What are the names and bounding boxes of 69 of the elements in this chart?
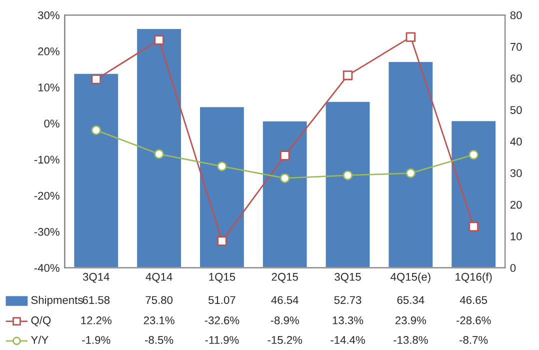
point (468, 150, 478, 160)
point (406, 32, 416, 42)
point (154, 35, 164, 45)
y-tick-label: 0% (44, 120, 60, 128)
y-tick-label: -20% (34, 192, 60, 200)
point (280, 173, 290, 184)
data-label: -13.8% (394, 336, 428, 344)
data-label: 23.9% (395, 316, 426, 324)
y2-tick-label: 30 (510, 169, 522, 178)
bar (198, 106, 246, 268)
data-label: -15.2% (268, 336, 302, 344)
y2-tick-label: 20 (510, 200, 522, 209)
bar (72, 72, 120, 268)
x-tick-label: 3Q15 (334, 272, 361, 283)
y2-tick-label: 60 (510, 74, 522, 82)
y2-tick-label: 50 (510, 106, 522, 114)
legend-label: Shipments (31, 296, 83, 306)
data-label: 46.54 (271, 296, 298, 304)
data-label: -14.4% (330, 336, 365, 344)
data-label: 46.65 (460, 296, 488, 304)
point (342, 170, 353, 180)
data-label: -32.6% (204, 316, 240, 324)
point (468, 222, 478, 232)
data-label: 75.80 (146, 296, 173, 304)
x-tick-label: 4Q14 (146, 272, 172, 283)
data-label: 65.34 (397, 296, 424, 304)
point (280, 150, 290, 160)
y2-tick-label: 10 (510, 232, 522, 240)
x-tick-label: 1Q16(f) (456, 272, 492, 283)
x-tick-label: 3Q14 (82, 272, 110, 283)
bar (262, 120, 308, 268)
data-label: -28.6% (456, 316, 491, 324)
bar (136, 28, 182, 268)
bar (450, 120, 497, 268)
x-tick-label: 4Q15(e) (390, 272, 430, 283)
point (217, 236, 227, 246)
y-tick-label: -10% (34, 156, 60, 164)
x-tick-label: 1Q15 (209, 272, 236, 283)
y2-tick-label: 40 (510, 138, 522, 146)
data-label: -1.9% (82, 336, 110, 344)
point (406, 168, 416, 178)
y-tick-label: 30% (38, 11, 60, 20)
point (217, 161, 227, 172)
y-tick-label: -40% (34, 264, 60, 272)
data-label: 13.3% (332, 316, 364, 324)
data-label: -8.7% (460, 336, 488, 344)
y2-tick-label: 0 (510, 264, 516, 272)
data-label: 61.58 (82, 296, 110, 304)
data-label: 52.73 (334, 296, 362, 304)
legend-label: Q/Q (31, 316, 51, 326)
y-tick-label: -30% (34, 228, 60, 236)
bar (324, 100, 372, 268)
point (91, 74, 101, 84)
point (91, 125, 101, 136)
point (154, 149, 164, 159)
point (342, 70, 353, 80)
y-tick-label: 10% (38, 84, 60, 92)
data-label: 51.07 (208, 296, 236, 304)
y-tick-label: 20% (38, 47, 60, 56)
data-label: -11.9% (205, 336, 239, 344)
x-tick-label: 2Q15 (272, 272, 298, 283)
legend-label: Y/Y (30, 336, 48, 344)
data-label: 23.1% (144, 316, 174, 324)
data-label: -8.5% (145, 336, 174, 344)
bar (387, 60, 434, 268)
data-label: -8.9% (270, 316, 299, 324)
y2-tick-label: 80 (510, 11, 522, 20)
data-label: 12.2% (81, 316, 112, 324)
y2-tick-label: 70 (510, 42, 522, 51)
